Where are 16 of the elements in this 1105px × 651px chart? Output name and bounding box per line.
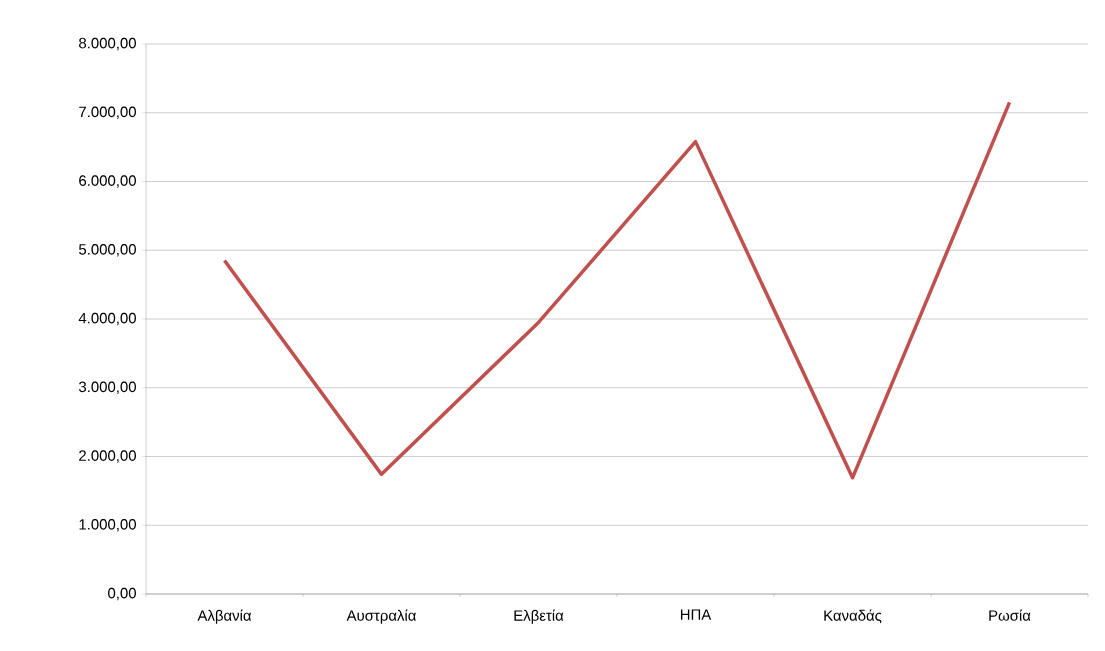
x-tick-label: Καναδάς — [824, 609, 882, 624]
y-tick-label: 5.000,00 — [79, 244, 136, 257]
y-tick-label: 8.000,00 — [79, 37, 136, 51]
x-tick-label: Αλβανία — [197, 609, 252, 624]
y-tick-label: 2.000,00 — [79, 450, 136, 463]
y-tick-label: 1.000,00 — [79, 519, 136, 532]
x-tick-label: Ρωσία — [989, 609, 1031, 621]
x-tick-label: ΗΠΑ — [680, 609, 712, 620]
y-tick-label: 3.000,00 — [78, 381, 136, 394]
line-series — [222, 100, 1012, 480]
y-tick-label: 6.000,00 — [79, 175, 136, 188]
x-tick-label: Ελβετία — [514, 609, 564, 624]
x-tick-label: Αυστραλία — [346, 609, 416, 624]
y-tick-label: 7.000,00 — [79, 106, 136, 119]
y-tick-label: 4.000,00 — [78, 312, 136, 326]
y-tick-label: 0,00 — [108, 587, 136, 601]
